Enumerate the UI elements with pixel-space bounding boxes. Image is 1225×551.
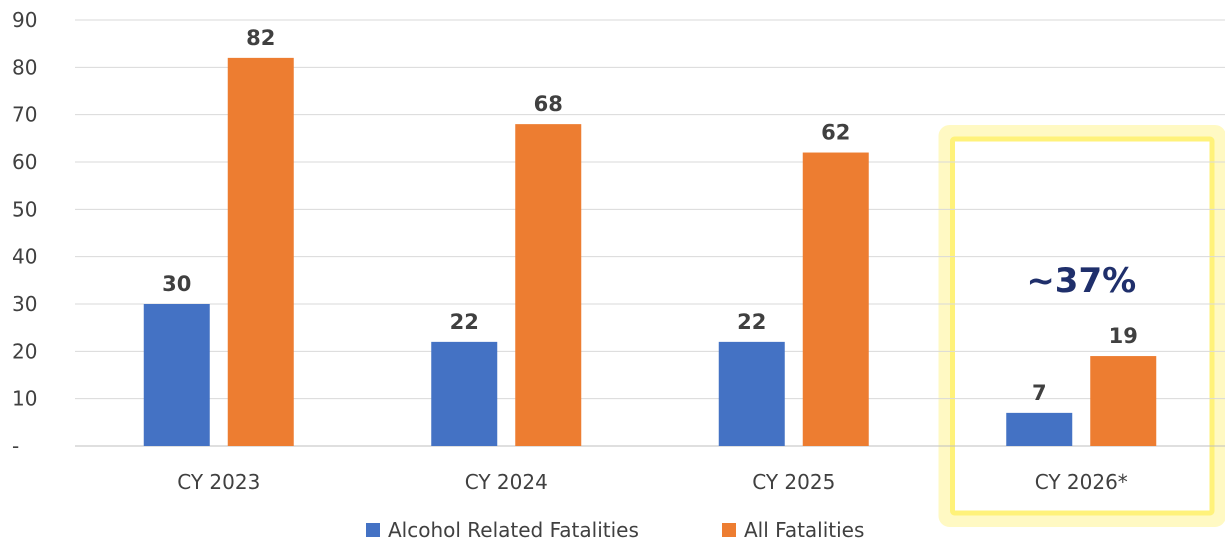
bar xyxy=(431,341,498,446)
highlight-glow xyxy=(938,125,1225,527)
legend-swatch xyxy=(366,523,380,537)
highlight-box xyxy=(950,136,1215,516)
data-label: 68 xyxy=(534,92,563,116)
bar xyxy=(1090,356,1157,446)
category-label: CY 2025 xyxy=(752,470,835,494)
bar xyxy=(802,152,869,447)
y-tick-label: 60 xyxy=(12,150,37,174)
bar xyxy=(1006,412,1073,446)
y-tick-label: 30 xyxy=(12,292,37,316)
y-tick-label: 40 xyxy=(12,245,37,269)
category-label: CY 2026* xyxy=(1035,470,1128,494)
data-label: 62 xyxy=(821,121,850,145)
y-tick-label: 80 xyxy=(12,55,37,79)
data-label: 7 xyxy=(1032,381,1047,405)
annotation-text: ~37% xyxy=(1026,261,1136,301)
y-tick-label: 50 xyxy=(12,197,37,221)
bar xyxy=(143,304,210,446)
bar xyxy=(718,341,785,446)
legend-swatch xyxy=(722,523,736,537)
data-label: 22 xyxy=(450,310,479,334)
legend-label: Alcohol Related Fatalities xyxy=(388,518,639,542)
legend-label: All Fatalities xyxy=(744,518,864,542)
category-label: CY 2024 xyxy=(465,470,548,494)
bar xyxy=(227,57,294,446)
data-label: 19 xyxy=(1109,324,1138,348)
category-label: CY 2023 xyxy=(177,470,260,494)
data-label: 82 xyxy=(246,26,275,50)
y-tick-label: - xyxy=(12,434,19,458)
data-label: 30 xyxy=(162,272,191,296)
y-tick-label: 90 xyxy=(12,8,37,32)
data-label: 22 xyxy=(737,310,766,334)
y-tick-label: 20 xyxy=(12,339,37,363)
bar xyxy=(515,124,582,446)
y-tick-label: 10 xyxy=(12,387,37,411)
y-tick-label: 70 xyxy=(12,103,37,127)
